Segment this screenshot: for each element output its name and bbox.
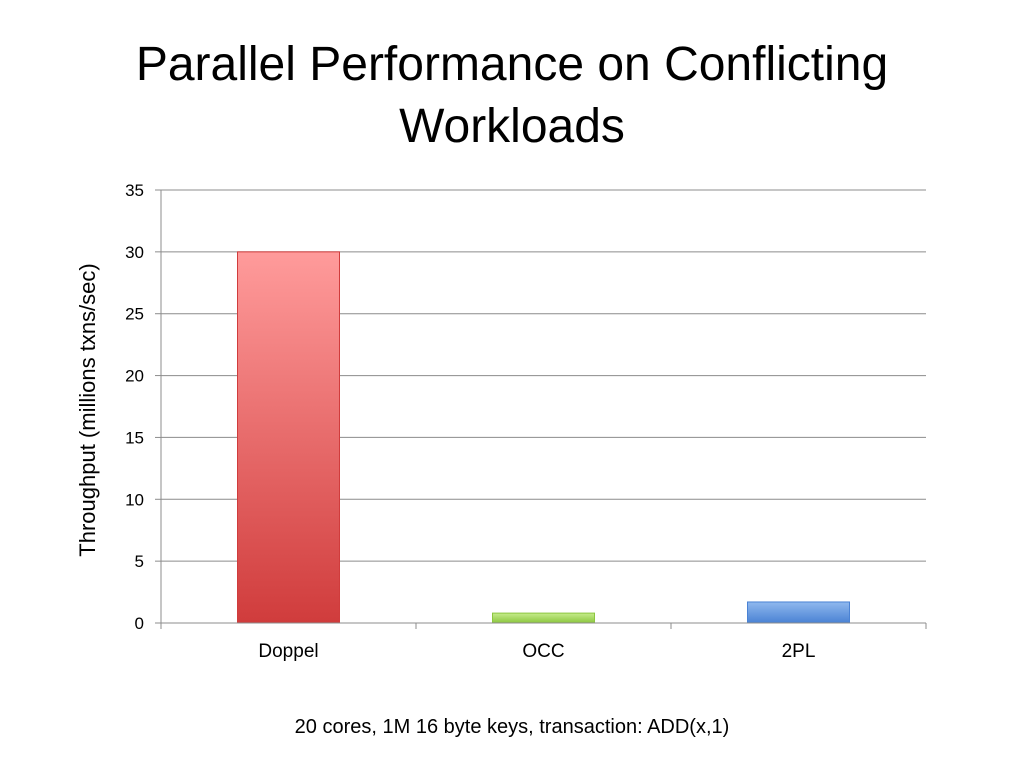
axis-labels: Throughput (millions txns/sec) 0 5 10 15 20 2… <box>75 181 815 662</box>
y-tick-label: 10 <box>125 490 144 509</box>
y-tick-label: 30 <box>125 243 144 262</box>
x-tick-label: OCC <box>522 641 564 662</box>
y-tick-label: 35 <box>125 181 144 200</box>
y-tick-label: 5 <box>135 552 144 571</box>
y-tick-label: 15 <box>125 428 144 447</box>
bar-occ <box>492 612 595 624</box>
bar-2pl <box>747 601 850 624</box>
x-tick-label: Doppel <box>258 641 318 662</box>
slide-title-line-2: Workloads <box>399 100 625 153</box>
y-axis-title: Throughput (millions txns/sec) <box>75 263 100 556</box>
slide-title: Parallel Performance on Conflicting Work… <box>40 34 984 158</box>
axes <box>155 189 927 629</box>
slide-title-line-1: Parallel Performance on Conflicting <box>135 38 889 91</box>
bars <box>237 251 850 624</box>
chart-caption: 20 cores, 1M 16 byte keys, transaction: … <box>294 716 730 738</box>
bar-doppel <box>237 251 340 624</box>
y-tick-label: 25 <box>125 305 144 324</box>
y-tick-label: 20 <box>125 367 144 386</box>
x-tick-label: 2PL <box>782 641 816 662</box>
y-tick-label: 0 <box>135 614 144 633</box>
